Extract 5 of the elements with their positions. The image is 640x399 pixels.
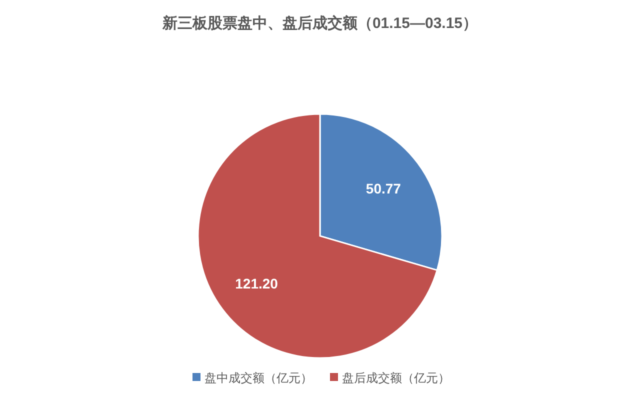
legend-label: 盘中成交额（亿元） xyxy=(204,371,312,385)
data-label: 121.20 xyxy=(235,276,278,292)
chart-title: 新三板股票盘中、盘后成交额（01.15—03.15） xyxy=(161,14,478,32)
legend-label: 盘后成交额（亿元） xyxy=(342,371,450,385)
data-label: 50.77 xyxy=(366,180,402,196)
